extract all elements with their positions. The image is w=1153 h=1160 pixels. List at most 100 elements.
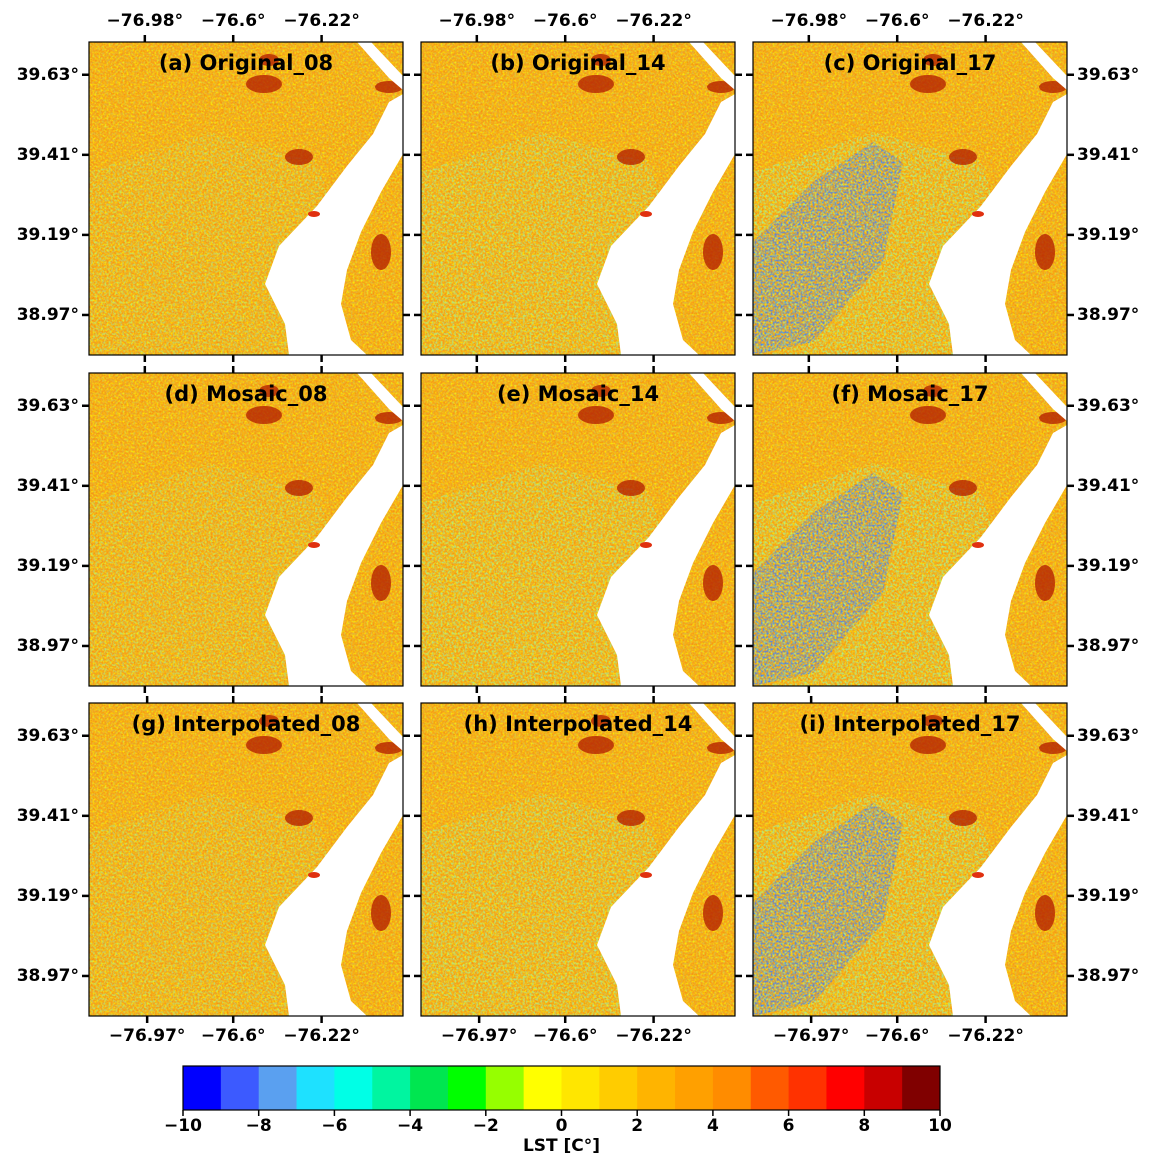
colorbar-bin — [523, 1066, 562, 1110]
lat-tick-label: 38.97° — [1077, 966, 1139, 986]
hot-spot — [371, 234, 391, 270]
island — [640, 542, 652, 548]
water — [929, 94, 1067, 355]
colorbar-bin — [220, 1066, 260, 1110]
hot-spot — [703, 895, 723, 931]
lat-tick-label: 39.19° — [1077, 225, 1139, 245]
hot-spot — [1035, 895, 1055, 931]
lat-tick-label: 39.41° — [1077, 476, 1139, 496]
lat-tick-label: 39.63° — [17, 726, 79, 746]
hot-spot — [617, 480, 645, 496]
hot-spot — [578, 75, 614, 93]
island — [308, 872, 320, 878]
panel-title: (g) Interpolated_08 — [132, 712, 361, 736]
hot-spot — [1035, 565, 1055, 601]
hot-spot — [923, 715, 943, 727]
hot-spot — [578, 736, 614, 754]
hot-spot — [285, 810, 313, 826]
river — [689, 42, 735, 90]
hot-spot — [285, 149, 313, 165]
river — [1021, 703, 1067, 751]
colorbar-tick-label: −2 — [473, 1116, 499, 1136]
colorbar-tick-label: 2 — [631, 1116, 643, 1136]
water — [929, 425, 1067, 686]
hot-spot — [591, 715, 611, 727]
hot-spot — [949, 810, 977, 826]
river — [357, 373, 403, 421]
hot-spot — [617, 810, 645, 826]
hot-spot — [371, 895, 391, 931]
lat-tick-label: 39.19° — [17, 556, 79, 576]
colorbar-bin — [372, 1066, 411, 1110]
colorbar-bin — [750, 1066, 790, 1110]
lat-tick-label: 38.97° — [1077, 305, 1139, 325]
panel-title: (i) Interpolated_17 — [800, 712, 1021, 736]
panel-frame — [88, 372, 404, 687]
lat-tick-label: 39.41° — [17, 806, 79, 826]
lon-tick-label: −76.22° — [283, 11, 360, 31]
colorbar-bin — [788, 1066, 827, 1110]
island — [972, 542, 984, 548]
colorbar-tick-label: −8 — [246, 1116, 272, 1136]
hot-spot — [246, 736, 282, 754]
hot-spot — [578, 406, 614, 424]
hot-spot — [949, 480, 977, 496]
hot-spot — [1035, 234, 1055, 270]
panel-frame — [420, 372, 736, 687]
water — [265, 425, 403, 686]
lon-tick-label: −76.6° — [533, 1026, 598, 1046]
colorbar-tick-label: 10 — [928, 1116, 952, 1136]
map-panel — [753, 703, 1067, 1016]
lon-tick-label: −76.6° — [201, 11, 266, 31]
lat-tick-label: 39.63° — [1077, 396, 1139, 416]
map-panel — [421, 373, 735, 686]
lat-tick-label: 39.63° — [17, 396, 79, 416]
colorbar-bin — [712, 1066, 752, 1110]
lon-tick-label: −76.22° — [947, 1026, 1024, 1046]
island — [640, 872, 652, 878]
colorbar-bin — [826, 1066, 865, 1110]
lat-tick-label: 39.41° — [1077, 145, 1139, 165]
colorbar-tick-label: 8 — [858, 1116, 870, 1136]
colorbar-label: LST [C°] — [523, 1136, 600, 1156]
lat-tick-label: 39.19° — [1077, 886, 1139, 906]
hot-spot — [910, 75, 946, 93]
hot-spot — [246, 75, 282, 93]
panel-frame — [752, 41, 1068, 356]
river — [357, 42, 403, 90]
map-panel — [753, 373, 1067, 686]
lat-tick-label: 38.97° — [17, 636, 79, 656]
panel-frame — [752, 372, 1068, 687]
colorbar-bin — [864, 1066, 903, 1110]
hot-spot — [259, 54, 279, 66]
water — [929, 755, 1067, 1016]
lon-tick-label: −76.98° — [107, 11, 184, 31]
hot-spot — [246, 406, 282, 424]
lat-tick-label: 39.19° — [17, 225, 79, 245]
river — [1021, 373, 1067, 421]
hot-spot — [923, 54, 943, 66]
hot-spot — [910, 736, 946, 754]
map-panel — [421, 703, 735, 1016]
island — [972, 211, 984, 217]
island — [308, 211, 320, 217]
lat-tick-label: 38.97° — [1077, 636, 1139, 656]
river — [689, 703, 735, 751]
panel-title: (b) Original_14 — [490, 51, 665, 75]
hot-spot — [259, 715, 279, 727]
lon-tick-label: −76.22° — [947, 11, 1024, 31]
lat-tick-label: 39.19° — [1077, 556, 1139, 576]
water — [265, 94, 403, 355]
hot-spot — [617, 149, 645, 165]
lat-tick-label: 39.63° — [17, 65, 79, 85]
lon-tick-label: −76.22° — [615, 1026, 692, 1046]
panel-title: (a) Original_08 — [159, 51, 333, 75]
panel-title: (f) Mosaic_17 — [831, 382, 988, 406]
lat-tick-label: 39.19° — [17, 886, 79, 906]
water — [597, 94, 735, 355]
hot-spot — [371, 565, 391, 601]
colorbar-bin — [561, 1066, 600, 1110]
lon-tick-label: −76.6° — [865, 11, 930, 31]
lon-tick-label: −76.98° — [439, 11, 516, 31]
